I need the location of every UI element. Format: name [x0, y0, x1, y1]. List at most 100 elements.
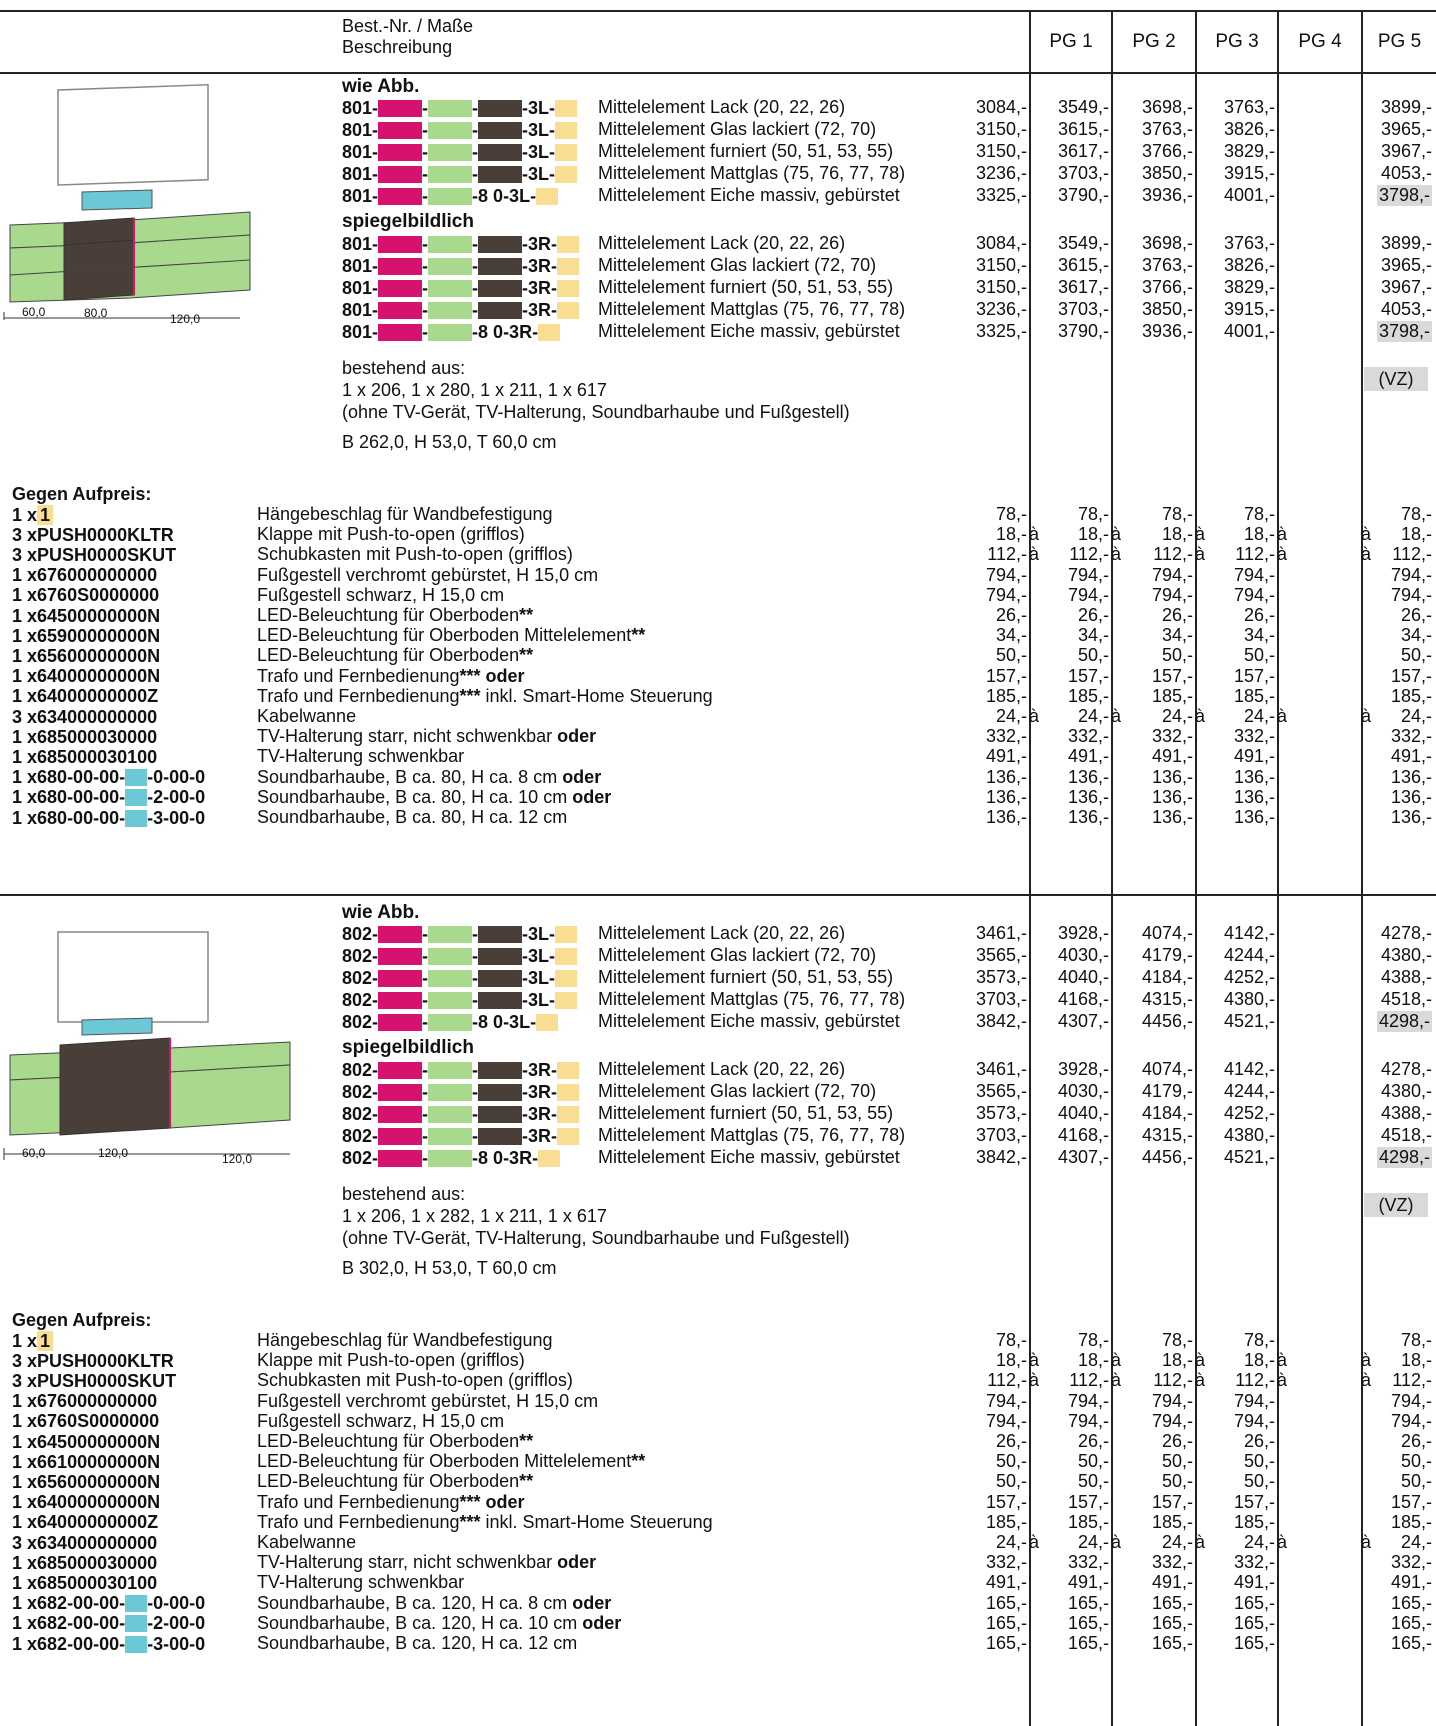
green-swatch	[428, 165, 451, 183]
extra-desc-bold: **	[631, 1451, 646, 1472]
extra-desc-text: Fußgestell schwarz, H 15,0 cm	[257, 1410, 505, 1431]
extra-price-pg3: 78,-	[1161, 1330, 1193, 1350]
extra-article-code: 1 x 685000030100	[12, 1572, 157, 1594]
extra-article-code: 1 x 685000030100	[12, 746, 157, 768]
extra-price-pg2: 157,-	[1067, 1491, 1109, 1512]
extra-article-code: 1 x 682-00-00- -3-00-0	[12, 1633, 205, 1655]
price-pg2: 4040,-	[1057, 1103, 1109, 1123]
product-illustration-802	[3, 931, 291, 1160]
article-mid: 8 0	[478, 1147, 504, 1168]
green-swatch	[450, 121, 473, 139]
article-suffix: -3L-	[522, 967, 556, 988]
extra-price-pg1: 136,-	[985, 786, 1027, 807]
article-prefix: 802-	[342, 967, 379, 988]
extra-desc-text: LED-Beleuchtung für Oberboden Mittelelem…	[257, 1451, 632, 1472]
price-pg5: 4298,-	[1376, 1011, 1432, 1032]
article-prefix: 801-	[342, 97, 379, 118]
fig-dim-3: 120,0	[170, 312, 201, 326]
price-pg3: 3850,-	[1141, 299, 1193, 319]
yellow-swatch	[536, 187, 559, 205]
extra-description: Klappe mit Push-to-open (grifflos)	[257, 1350, 525, 1371]
extra-description: Soundbarhaube, B ca. 120, H ca. 10 cm od…	[257, 1613, 621, 1634]
extra-price-pg5: 794,-	[1390, 1410, 1432, 1431]
article-sep: -	[422, 255, 429, 276]
extra-price-pg2: 78,-	[1077, 1330, 1109, 1350]
price-pg2: 4168,-	[1057, 1125, 1109, 1145]
extra-price-pg4: 332,-	[1233, 726, 1275, 747]
price-pg2: 3549,-	[1057, 97, 1109, 117]
magenta-swatch	[378, 235, 401, 253]
article-sep: -	[422, 185, 429, 206]
extra-qty: 3 x	[12, 1350, 38, 1371]
price-pg4: 3826,-	[1223, 119, 1275, 139]
price-pg1: 3703,-	[975, 989, 1027, 1009]
magenta-swatch	[400, 143, 423, 161]
price-pg2: 4307,-	[1057, 1147, 1109, 1167]
article-description: Mittelelement Glas lackiert (72, 70)	[598, 1081, 877, 1101]
dark-swatch	[500, 279, 523, 297]
extra-article-code: 1 x 682-00-00- -0-00-0	[12, 1593, 205, 1615]
extra-article-code: 1 x 64000000000N	[12, 1492, 160, 1514]
extra-price-pg1: 34,-	[995, 625, 1027, 646]
price-pg1: 3565,-	[975, 1081, 1027, 1101]
extra-price-pg1: 794,-	[985, 1390, 1027, 1411]
green-swatch	[450, 165, 473, 183]
green-swatch	[428, 991, 451, 1009]
extra-price-pg1: 112,-	[987, 544, 1027, 565]
article-sep: -	[422, 163, 429, 184]
article-sep: -	[422, 1125, 429, 1146]
article-description: Mittelelement Mattglas (75, 76, 77, 78)	[598, 989, 906, 1009]
col-divider-5	[1361, 10, 1363, 1726]
yellow-swatch: 1	[37, 1331, 54, 1351]
price-pg4: 4244,-	[1223, 1081, 1275, 1101]
article-number: 801- - - -3R-	[342, 255, 580, 277]
extra-desc-bold: ***	[459, 1511, 481, 1532]
article-sep: -	[472, 321, 479, 342]
article-suffix: -3R-	[503, 321, 539, 342]
article-sep: -	[472, 119, 479, 140]
dark-swatch	[500, 1061, 523, 1079]
article-prefix: 802-	[342, 989, 379, 1010]
extra-qty: 3 x	[12, 1370, 38, 1391]
extra-code-tail: -3-00-0	[147, 807, 206, 828]
extra-desc-text: Kabelwanne	[257, 1532, 357, 1552]
extra-code-tail: -2-00-0	[147, 787, 206, 808]
article-number: 801- - - -3L-	[342, 119, 578, 141]
article-sep: -	[472, 255, 479, 276]
price-pg3: 3763,-	[1141, 255, 1193, 275]
price-pg3: 4179,-	[1141, 945, 1193, 965]
price-pg1: 3565,-	[975, 945, 1027, 965]
price-pg1: 3325,-	[975, 321, 1027, 341]
article-prefix: 801-	[342, 255, 379, 276]
extra-price-pg1: 24,-	[995, 1532, 1027, 1552]
extra-description: LED-Beleuchtung für Oberboden**	[257, 1431, 533, 1452]
yellow-swatch	[536, 1013, 559, 1031]
extra-price-pg5: 185,-	[1390, 1511, 1432, 1532]
extra-price-pg5: 26,-	[1400, 1431, 1432, 1451]
extra-description: LED-Beleuchtung für Oberboden**	[257, 645, 533, 666]
wie-abb-heading: wie Abb.	[342, 76, 420, 97]
price-prefix-a: à	[1195, 524, 1206, 545]
extra-desc-bold: ***	[459, 685, 481, 706]
extra-price-pg4: 165,-	[1233, 1612, 1275, 1633]
article-description: Mittelelement Lack (20, 22, 26)	[598, 923, 846, 943]
extra-price-pg1: 165,-	[985, 1612, 1027, 1633]
price-pg5: 4278,-	[1380, 1059, 1432, 1079]
yellow-swatch	[557, 1083, 580, 1101]
extra-desc-tail: inkl. Smart-Home Steuerung	[480, 685, 713, 706]
article-suffix: -3R-	[522, 255, 558, 276]
green-swatch	[450, 301, 473, 319]
extra-desc-text: Fußgestell verchromt gebürstet, H 15,0 c…	[257, 1390, 599, 1411]
extra-qty: 3 x	[12, 524, 38, 545]
extra-price-pg3: 112,-	[1153, 1370, 1193, 1391]
price-pg5: 3798,-	[1376, 185, 1432, 206]
dark-swatch	[478, 1083, 501, 1101]
extra-description: TV-Halterung starr, nicht schwenkbar ode…	[257, 1552, 596, 1573]
extra-qty: 1 x	[12, 787, 38, 808]
extra-desc-bold: oder	[557, 726, 597, 747]
article-sep: -	[422, 1103, 429, 1124]
price-pg5: 3965,-	[1380, 119, 1432, 139]
extra-code: 64000000000Z	[37, 686, 159, 707]
extra-code: 685000030000	[37, 726, 158, 747]
article-sep: -	[422, 989, 429, 1010]
